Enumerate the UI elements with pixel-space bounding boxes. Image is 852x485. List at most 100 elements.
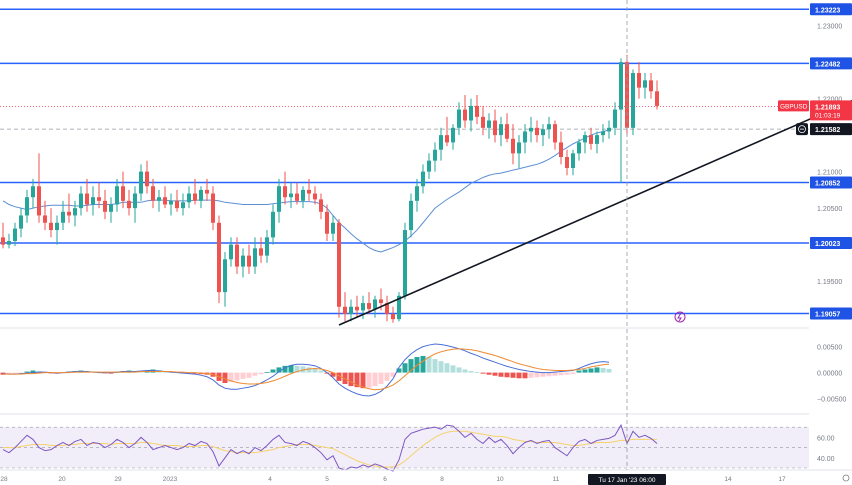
candle bbox=[373, 295, 377, 318]
candle bbox=[487, 113, 491, 139]
candle-body bbox=[217, 222, 221, 293]
candle bbox=[259, 237, 263, 263]
cursor-price-label: 1.21582 bbox=[815, 127, 840, 134]
macd-histogram-bar bbox=[534, 372, 540, 378]
level-price-badge bbox=[810, 176, 852, 189]
cursor-price-badge bbox=[810, 123, 852, 136]
candle-body bbox=[505, 124, 509, 139]
candle-body bbox=[535, 127, 539, 136]
macd-histogram-bar bbox=[300, 366, 306, 373]
candle bbox=[133, 186, 137, 223]
candle-body bbox=[85, 193, 89, 205]
macd-histogram-bar bbox=[420, 355, 426, 373]
candle bbox=[7, 233, 11, 249]
rsi-axis-tick: 40.00 bbox=[817, 456, 835, 463]
macd-histogram-bar bbox=[258, 372, 264, 375]
level-price-label: 1.23223 bbox=[815, 7, 840, 14]
candle bbox=[529, 116, 533, 143]
candle bbox=[559, 131, 563, 165]
candle-body bbox=[163, 197, 167, 205]
candle-body bbox=[277, 186, 281, 212]
macd-histogram-bar bbox=[396, 368, 402, 373]
candle bbox=[67, 193, 71, 223]
candle-body bbox=[181, 202, 185, 209]
candle-body bbox=[259, 248, 263, 256]
candle-body bbox=[67, 211, 71, 216]
candle bbox=[565, 149, 569, 176]
candle-body bbox=[55, 222, 59, 231]
candle bbox=[607, 120, 611, 139]
candle-body bbox=[175, 200, 179, 209]
candle bbox=[577, 138, 581, 161]
overlay-layer bbox=[626, 0, 686, 470]
candle-body bbox=[25, 197, 29, 216]
macd-histogram-bar bbox=[240, 372, 246, 379]
candle bbox=[97, 182, 101, 209]
candle-body bbox=[355, 306, 359, 311]
candle bbox=[541, 124, 545, 147]
candle bbox=[235, 237, 239, 274]
candle-body bbox=[403, 230, 407, 296]
candle-body bbox=[571, 153, 575, 168]
macd-histogram-bar bbox=[486, 372, 492, 375]
candle bbox=[211, 186, 215, 231]
candle bbox=[289, 182, 293, 209]
macd-histogram-bar bbox=[24, 371, 30, 373]
candle bbox=[331, 215, 335, 242]
candle-body bbox=[637, 73, 641, 88]
macd-histogram-bar bbox=[366, 372, 372, 388]
candle-body bbox=[169, 200, 173, 205]
candle bbox=[307, 178, 311, 201]
macd-histogram-bar bbox=[354, 372, 360, 388]
time-axis-tick: 6 bbox=[383, 476, 387, 483]
candle bbox=[397, 292, 401, 322]
candle-body bbox=[391, 314, 395, 320]
alert-icon-bolt bbox=[677, 312, 682, 322]
candle bbox=[619, 58, 623, 183]
candle-body bbox=[265, 237, 269, 256]
macd-histogram-bar bbox=[492, 372, 498, 376]
candle-body bbox=[529, 127, 533, 132]
candle-body bbox=[235, 244, 239, 267]
macd-histogram-bar bbox=[474, 372, 480, 373]
price-axis-tick: 1.19500 bbox=[817, 279, 842, 286]
time-axis-tick: 2023 bbox=[163, 476, 178, 483]
macd-histogram-bar bbox=[138, 371, 144, 373]
candle bbox=[145, 160, 149, 194]
candle bbox=[193, 178, 197, 205]
candle-body bbox=[397, 295, 401, 320]
candle-body bbox=[343, 306, 347, 315]
candle bbox=[157, 189, 161, 212]
macd-histogram-bar bbox=[438, 361, 444, 373]
candle-body bbox=[565, 157, 569, 168]
macd-histogram-bar bbox=[432, 359, 438, 373]
time-axis-tick: 14 bbox=[724, 476, 732, 483]
macd-histogram-bar bbox=[192, 372, 198, 374]
macd-histogram-bar bbox=[384, 372, 390, 381]
candle-body bbox=[31, 186, 35, 198]
macd-histogram-bar bbox=[318, 370, 324, 373]
price-axis-tick: 1.20500 bbox=[817, 206, 842, 213]
candle-body bbox=[241, 255, 245, 267]
time-axis-tick: 10 bbox=[496, 476, 504, 483]
candle-body bbox=[211, 193, 215, 223]
candle-body bbox=[373, 299, 377, 309]
macd-histogram-bar bbox=[408, 359, 414, 373]
candle bbox=[61, 200, 65, 231]
candle bbox=[271, 204, 275, 245]
candle bbox=[547, 116, 551, 139]
candle bbox=[253, 237, 257, 274]
candle-body bbox=[253, 248, 257, 267]
candle-body bbox=[205, 189, 209, 194]
macd-histogram-bar bbox=[228, 372, 234, 382]
candle bbox=[505, 113, 509, 143]
candle-body bbox=[595, 135, 599, 144]
candle-body bbox=[325, 211, 329, 234]
macd-histogram-bar bbox=[372, 372, 378, 387]
macd-histogram-bar bbox=[246, 372, 252, 378]
level-price-label: 1.20852 bbox=[815, 180, 840, 187]
candle-body bbox=[283, 186, 287, 198]
candle-body bbox=[607, 127, 611, 132]
cursor-time-badge bbox=[588, 474, 666, 485]
macd-histogram-bar bbox=[546, 372, 552, 377]
